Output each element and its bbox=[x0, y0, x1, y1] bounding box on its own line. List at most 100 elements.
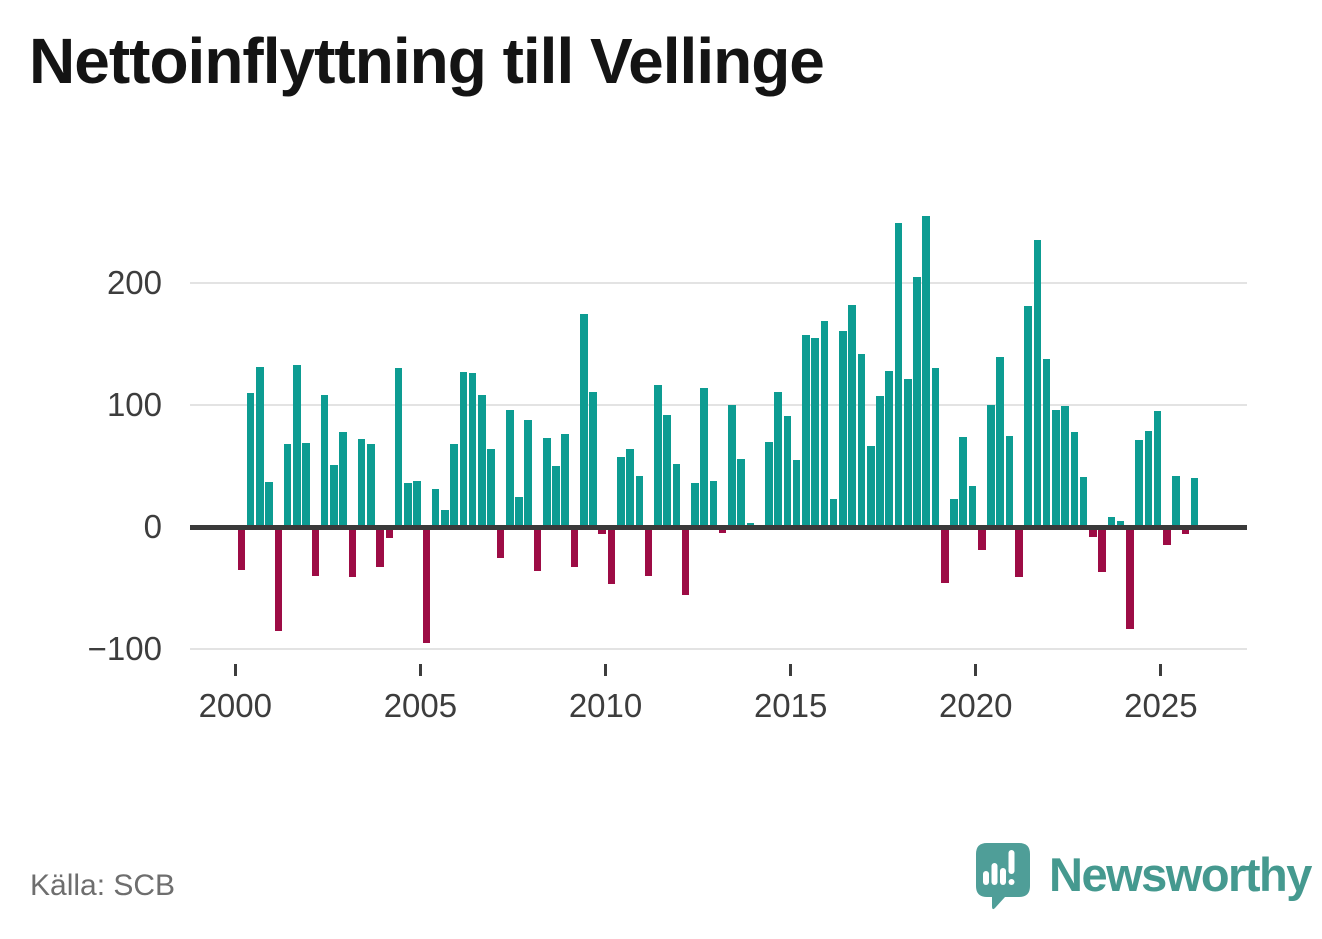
bar-positive bbox=[626, 448, 634, 527]
x-axis-tick-label: 2015 bbox=[753, 687, 828, 724]
x-axis-tick-label: 2025 bbox=[1124, 687, 1198, 724]
bar-negative bbox=[385, 527, 394, 538]
logo-bar-tall bbox=[991, 863, 998, 885]
bar-positive bbox=[903, 379, 912, 527]
bar-positive bbox=[700, 387, 708, 527]
bar-positive bbox=[589, 391, 597, 527]
x-axis-tick bbox=[789, 664, 793, 676]
bar-positive bbox=[1061, 406, 1069, 527]
bar-negative bbox=[1015, 527, 1023, 578]
bar-positive bbox=[459, 372, 468, 527]
bar-positive bbox=[330, 464, 338, 527]
bar-positive bbox=[829, 498, 838, 527]
bar-negative bbox=[311, 527, 320, 576]
bar-negative bbox=[533, 527, 542, 571]
x-axis-tick-label: 2020 bbox=[939, 687, 1013, 724]
bar-positive bbox=[246, 392, 255, 527]
bar-positive bbox=[996, 357, 1005, 527]
bar-positive bbox=[1153, 411, 1162, 527]
bar-positive bbox=[792, 459, 801, 527]
x-axis-tick bbox=[418, 664, 422, 676]
bar-positive bbox=[431, 489, 440, 527]
bar-negative bbox=[422, 527, 431, 643]
bar-positive bbox=[339, 431, 347, 527]
bar-positive bbox=[931, 368, 940, 527]
y-axis-tick-label: 200 bbox=[106, 264, 162, 301]
y-gridline bbox=[190, 282, 1247, 284]
bar-negative bbox=[718, 527, 727, 534]
bar-positive bbox=[1052, 409, 1060, 527]
bar-positive bbox=[672, 463, 681, 527]
bar-negative bbox=[274, 527, 283, 631]
bar-positive bbox=[265, 481, 273, 527]
bar-positive bbox=[950, 498, 958, 527]
bar-positive bbox=[524, 419, 533, 527]
y-axis-tick-label: −100 bbox=[87, 630, 162, 667]
bar-negative bbox=[977, 527, 986, 551]
bar-positive bbox=[357, 439, 366, 527]
bar-negative bbox=[607, 527, 616, 585]
bar-positive bbox=[783, 415, 792, 527]
x-axis-tick bbox=[1159, 664, 1163, 676]
newsworthy-logo: Newsworthy bbox=[974, 841, 1312, 911]
bar-positive bbox=[811, 337, 819, 527]
bar-negative bbox=[1126, 527, 1134, 630]
bar-positive bbox=[413, 480, 421, 527]
y-gridline bbox=[190, 648, 1247, 650]
bar-positive bbox=[441, 509, 449, 527]
bar-positive bbox=[616, 457, 625, 527]
bar-positive bbox=[1172, 475, 1180, 527]
bar-negative bbox=[376, 527, 384, 568]
bar-negative bbox=[1181, 527, 1190, 535]
bar-positive bbox=[635, 475, 644, 527]
bar-positive bbox=[579, 313, 588, 527]
x-axis-tick-label: 2010 bbox=[568, 687, 643, 724]
bar-positive bbox=[1190, 478, 1199, 527]
bar-negative bbox=[681, 527, 690, 596]
bar-positive bbox=[820, 320, 829, 527]
bar-positive bbox=[1144, 430, 1153, 527]
bar-negative bbox=[237, 527, 246, 570]
bar-positive bbox=[1042, 358, 1051, 527]
bar-positive bbox=[302, 442, 310, 527]
bar-positive bbox=[802, 335, 810, 527]
bar-positive bbox=[515, 496, 523, 527]
bar-positive bbox=[478, 395, 486, 527]
bar-negative bbox=[1163, 527, 1171, 546]
bar-negative bbox=[598, 527, 607, 535]
x-axis-tick bbox=[604, 664, 608, 676]
x-axis-tick bbox=[233, 664, 237, 676]
bar-positive bbox=[857, 353, 866, 527]
bar-positive bbox=[561, 434, 570, 527]
bar-negative bbox=[496, 527, 505, 558]
x-axis-tick-label: 2005 bbox=[383, 687, 458, 724]
bar-positive bbox=[367, 444, 375, 527]
bar-positive bbox=[1033, 240, 1042, 527]
bar-positive bbox=[468, 373, 477, 527]
bar-positive bbox=[1107, 517, 1116, 527]
bar-positive bbox=[283, 444, 292, 527]
bar-negative bbox=[940, 527, 949, 584]
newsworthy-logo-text: Newsworthy bbox=[1049, 848, 1312, 901]
bar-positive bbox=[256, 367, 264, 527]
bar-positive bbox=[709, 480, 718, 527]
bar-positive bbox=[894, 223, 903, 527]
bar-positive bbox=[663, 414, 671, 527]
bar-negative bbox=[644, 527, 653, 576]
bar-positive bbox=[1079, 476, 1088, 527]
logo-exclamation-dot bbox=[1008, 879, 1015, 885]
bar-positive bbox=[394, 368, 403, 527]
bar-negative bbox=[1089, 527, 1097, 537]
newsworthy-bubble-chart-icon bbox=[976, 843, 1030, 910]
logo-bar-medium bbox=[1000, 868, 1006, 885]
bar-positive bbox=[1024, 306, 1032, 527]
bar-positive bbox=[505, 409, 514, 527]
bar-positive bbox=[876, 396, 884, 527]
bar-positive bbox=[866, 446, 875, 527]
bar-positive bbox=[691, 483, 699, 527]
bar-positive bbox=[913, 276, 921, 527]
bar-positive bbox=[1116, 520, 1125, 527]
logo-bar-short bbox=[983, 871, 989, 885]
bar-positive bbox=[922, 215, 931, 527]
